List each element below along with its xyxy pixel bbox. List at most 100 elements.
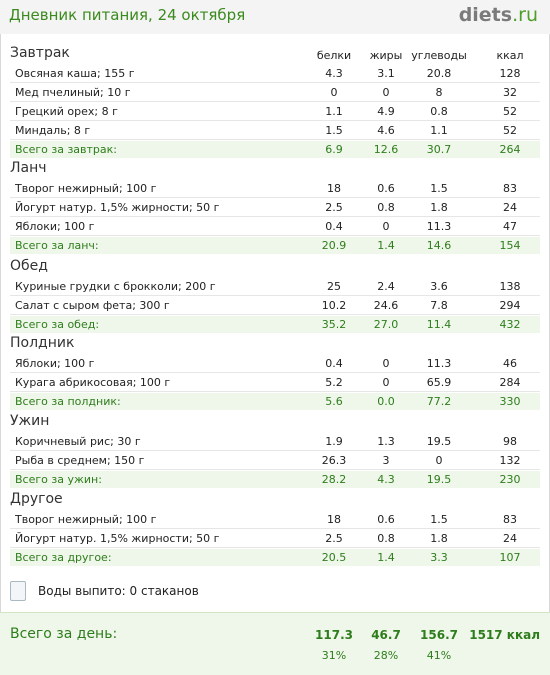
value-carbs: 3.6 xyxy=(430,280,448,293)
value-carbs: 14.6 xyxy=(426,239,452,252)
value-fat: 0 xyxy=(382,376,390,389)
value-kcal: 294 xyxy=(499,299,521,312)
food-row[interactable]: Йогурт натур. 1,5% жирности; 50 г 2.5 0.8 1… xyxy=(10,530,540,548)
value-carbs: 0 xyxy=(435,454,443,467)
food-row[interactable]: Коричневый рис; 30 г 1.9 1.3 19.5 98 xyxy=(10,433,540,451)
value-fat: 0.6 xyxy=(377,513,395,526)
value-carbs: 30.7 xyxy=(426,143,452,156)
value-fat: 0 xyxy=(382,86,390,99)
value-kcal: 284 xyxy=(499,376,521,389)
logo-main: diets xyxy=(458,4,513,26)
value-fat: 0 xyxy=(382,357,390,370)
value-protein: 5.6 xyxy=(325,395,343,408)
meal-total-row: Всего за завтрак: 6.9 12.6 30.7 264 xyxy=(10,141,540,158)
glass-icon[interactable] xyxy=(10,581,26,601)
column-header-fat: жиры xyxy=(369,49,403,62)
value-carbs: 19.5 xyxy=(426,473,452,486)
value-fat: 1.4 xyxy=(377,551,395,564)
value-kcal: 132 xyxy=(499,454,521,467)
value-protein: 18 xyxy=(327,513,341,526)
food-row[interactable]: Овсяная каша; 155 г 4.3 3.1 20.8 128 xyxy=(10,65,540,83)
food-row[interactable]: Творог нежирный; 100 г 18 0.6 1.5 83 xyxy=(10,511,540,529)
value-kcal: 107 xyxy=(499,551,521,564)
food-name: Творог нежирный; 100 г xyxy=(15,513,157,526)
food-name: Творог нежирный; 100 г xyxy=(15,182,157,195)
value-fat: 3 xyxy=(382,454,390,467)
value-fat: 1.3 xyxy=(377,435,395,448)
value-kcal: 98 xyxy=(503,435,517,448)
food-name: Яблоки; 100 г xyxy=(15,220,95,233)
food-row[interactable]: Творог нежирный; 100 г 18 0.6 1.5 83 xyxy=(10,180,540,198)
food-name: Яблоки; 100 г xyxy=(15,357,95,370)
food-name: Грецкий орех; 8 г xyxy=(15,105,118,118)
value-carbs: 77.2 xyxy=(426,395,452,408)
meal-section-title: Ужин xyxy=(10,413,50,429)
value-protein: 0.4 xyxy=(325,357,343,370)
value-carbs: 65.9 xyxy=(426,376,452,389)
value-kcal: 32 xyxy=(503,86,517,99)
value-fat: 4.3 xyxy=(377,473,395,486)
value-fat: 27.0 xyxy=(373,318,399,331)
value-protein: 20.9 xyxy=(321,239,347,252)
food-row[interactable]: Йогурт натур. 1,5% жирности; 50 г 2.5 0.8 1… xyxy=(10,199,540,217)
value-fat: 24.6 xyxy=(373,299,399,312)
logo-suffix: .ru xyxy=(512,4,538,26)
meal-total-label: Всего за полдник: xyxy=(15,395,121,408)
value-kcal: 230 xyxy=(499,473,521,486)
value-protein: 4.3 xyxy=(325,67,343,80)
day-total-label: Всего за день: xyxy=(10,626,118,642)
food-name: Куриные грудки с брокколи; 200 г xyxy=(15,280,216,293)
meal-total-row: Всего за другое: 20.5 1.4 3.3 107 xyxy=(10,549,540,566)
day-carbs-percent: 41% xyxy=(426,649,452,662)
meal-total-row: Всего за ужин: 28.2 4.3 19.5 230 xyxy=(10,471,540,488)
food-name: Рыба в среднем; 150 г xyxy=(15,454,145,467)
value-fat: 0.0 xyxy=(377,395,395,408)
value-carbs: 1.5 xyxy=(430,513,448,526)
day-protein-percent: 31% xyxy=(321,649,347,662)
meal-total-row: Всего за полдник: 5.6 0.0 77.2 330 xyxy=(10,393,540,410)
food-row[interactable]: Салат с сыром фета; 300 г 10.2 24.6 7.8 294 xyxy=(10,297,540,315)
food-row[interactable]: Яблоки; 100 г 0.4 0 11.3 46 xyxy=(10,355,540,373)
value-carbs: 7.8 xyxy=(430,299,448,312)
value-carbs: 11.4 xyxy=(426,318,452,331)
water-label: Воды выпито: 0 стаканов xyxy=(38,584,199,598)
food-row[interactable]: Мед пчелиный; 10 г 0 0 8 32 xyxy=(10,84,540,102)
site-logo[interactable]: diets.ru xyxy=(459,4,538,26)
value-kcal: 24 xyxy=(503,532,517,545)
value-kcal: 154 xyxy=(499,239,521,252)
food-row[interactable]: Куриные грудки с брокколи; 200 г 25 2.4 3.6… xyxy=(10,278,540,296)
day-fat-percent: 28% xyxy=(373,649,399,662)
value-kcal: 52 xyxy=(503,105,517,118)
meal-total-label: Всего за ужин: xyxy=(15,473,102,486)
value-kcal: 264 xyxy=(499,143,521,156)
food-name: Курага абрикосовая; 100 г xyxy=(15,376,171,389)
meal-section-title: Ланч xyxy=(10,160,47,176)
food-name: Коричневый рис; 30 г xyxy=(15,435,141,448)
value-kcal: 52 xyxy=(503,124,517,137)
value-carbs: 0.8 xyxy=(430,105,448,118)
food-row[interactable]: Миндаль; 8 г 1.5 4.6 1.1 52 xyxy=(10,122,540,140)
value-carbs: 8 xyxy=(435,86,443,99)
value-protein: 0.4 xyxy=(325,220,343,233)
value-fat: 0.6 xyxy=(377,182,395,195)
food-row[interactable]: Курага абрикосовая; 100 г 5.2 0 65.9 284 xyxy=(10,374,540,392)
food-name: Мед пчелиный; 10 г xyxy=(15,86,131,99)
value-kcal: 46 xyxy=(503,357,517,370)
value-protein: 18 xyxy=(327,182,341,195)
column-header-protein: белки xyxy=(316,49,352,62)
food-row[interactable]: Грецкий орех; 8 г 1.1 4.9 0.8 52 xyxy=(10,103,540,121)
day-total-kcal: 1517 ккал xyxy=(469,628,540,642)
value-protein: 35.2 xyxy=(321,318,347,331)
day-total-carbs: 156.7 xyxy=(420,628,458,642)
food-row[interactable]: Яблоки; 100 г 0.4 0 11.3 47 xyxy=(10,218,540,236)
meal-section-title: Обед xyxy=(10,258,48,274)
value-kcal: 432 xyxy=(499,318,521,331)
meal-total-label: Всего за другое: xyxy=(15,551,112,564)
meal-section-title: Другое xyxy=(10,491,63,507)
value-protein: 25 xyxy=(327,280,341,293)
value-carbs: 11.3 xyxy=(426,357,452,370)
value-kcal: 83 xyxy=(503,513,517,526)
food-row[interactable]: Рыба в среднем; 150 г 26.3 3 0 132 xyxy=(10,452,540,470)
value-protein: 1.1 xyxy=(325,105,343,118)
value-carbs: 1.8 xyxy=(430,532,448,545)
